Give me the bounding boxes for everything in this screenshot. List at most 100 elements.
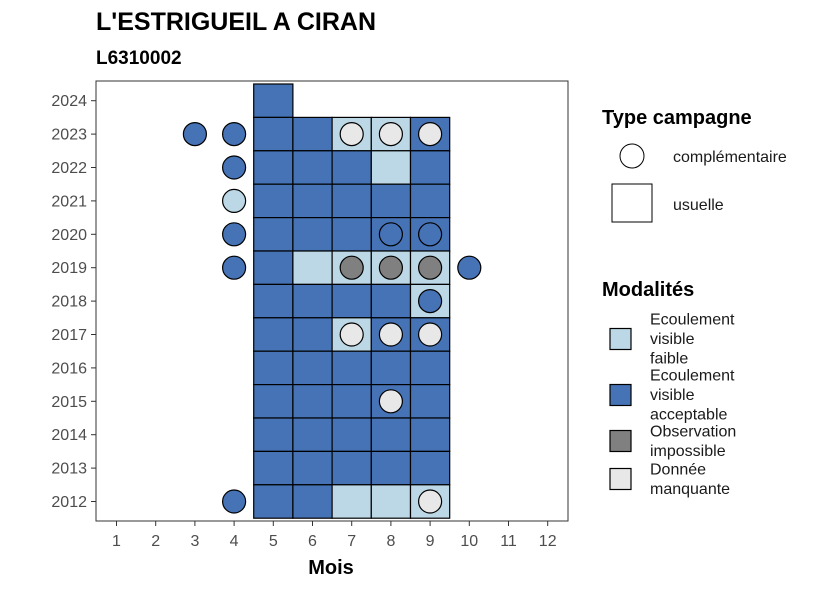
tile-2020-7 (331, 217, 372, 252)
tile-2024-5 (253, 83, 294, 119)
y-tick-label: 2012 (51, 494, 87, 511)
legend-key-square-icon (611, 183, 653, 223)
point-2017-9 (418, 322, 443, 347)
tile-2022-5 (253, 150, 294, 185)
point-2022-4 (222, 155, 247, 180)
point-2021-4 (222, 188, 247, 213)
chart-subtitle: L6310002 (96, 48, 182, 69)
tile-2014-8 (370, 417, 412, 453)
x-tick-label: 2 (151, 533, 160, 550)
legend-key-impossible (609, 429, 632, 453)
tile-2023-5 (253, 116, 294, 152)
legend-key-circle-icon (619, 143, 645, 169)
x-tick-label: 8 (386, 533, 395, 550)
point-2015-8 (378, 389, 403, 414)
tile-2014-6 (292, 417, 333, 453)
tile-2014-9 (409, 417, 451, 453)
y-tick-label: 2015 (51, 394, 87, 411)
legend-label-acceptable: Ecoulement visible acceptable (650, 368, 735, 424)
x-axis-title: Mois (308, 557, 354, 579)
tile-2015-9 (409, 384, 451, 419)
tile-2018-7 (331, 283, 372, 319)
point-2023-9 (418, 122, 443, 147)
point-2019-10 (457, 255, 482, 280)
legend-label-complementaire: complémentaire (673, 149, 787, 166)
legend-label-impossible: Observation impossible (650, 423, 736, 460)
x-tick-label: 3 (190, 533, 199, 550)
x-tick-label: 12 (539, 533, 557, 550)
legend-title-modalites: Modalités (602, 279, 694, 301)
point-2020-9 (418, 222, 443, 247)
tile-2013-5 (253, 450, 294, 486)
y-tick-label: 2022 (51, 160, 87, 177)
tile-2016-5 (253, 350, 294, 386)
tile-2013-9 (409, 450, 451, 486)
tile-2012-6 (292, 484, 333, 519)
tile-2021-5 (253, 183, 294, 219)
legend-key-faible (609, 327, 632, 351)
x-tick-label: 1 (112, 533, 121, 550)
point-layer (182, 122, 482, 514)
point-2012-4 (222, 489, 247, 514)
y-tick-label: 2017 (51, 327, 87, 344)
tile-2021-6 (292, 183, 333, 219)
tile-2022-6 (292, 150, 333, 185)
point-2023-4 (222, 122, 247, 147)
tile-2015-6 (292, 384, 333, 419)
point-2017-7 (339, 322, 364, 347)
tile-2020-6 (292, 217, 333, 252)
tile-2021-9 (409, 183, 451, 219)
legend-label-manquante: Donnée manquante (650, 461, 730, 498)
tile-2015-5 (253, 384, 294, 419)
tile-2019-6 (292, 250, 333, 286)
legend-type-campagne: Type campagne complémentaire usuelle (602, 107, 787, 223)
legend-modalites: Modalités Ecoulement visible faibleEcoulem… (602, 279, 736, 498)
tile-2018-6 (292, 283, 333, 319)
y-tick-label: 2014 (51, 427, 87, 444)
point-2020-8 (378, 222, 403, 247)
point-2018-9 (418, 289, 443, 314)
point-2012-9 (418, 489, 443, 514)
point-2019-8 (378, 255, 403, 280)
x-tick-label: 9 (426, 533, 435, 550)
legend-key-acceptable (609, 383, 632, 407)
y-tick-label: 2023 (51, 127, 87, 144)
tile-2023-6 (292, 116, 333, 152)
point-2019-7 (339, 255, 364, 280)
point-2017-8 (378, 322, 403, 347)
tile-2013-6 (292, 450, 333, 486)
tile-2017-6 (292, 317, 333, 352)
x-tick-label: 5 (269, 533, 278, 550)
tile-2016-7 (331, 350, 372, 386)
legend-title-type: Type campagne (602, 107, 752, 129)
tile-layer (253, 83, 451, 519)
legend-label-usuelle: usuelle (673, 197, 724, 214)
y-tick-label: 2024 (51, 93, 87, 110)
y-tick-label: 2018 (51, 294, 87, 311)
y-tick-label: 2021 (51, 193, 87, 210)
tile-2012-5 (253, 484, 294, 519)
tile-2018-8 (370, 283, 412, 319)
tile-2016-9 (409, 350, 451, 386)
point-2020-4 (222, 222, 247, 247)
tile-2018-5 (253, 283, 294, 319)
legend-key-manquante (609, 467, 632, 491)
point-2023-7 (339, 122, 364, 147)
x-axis: 1 2 3 4 5 6 7 8 9 10 11 12 (112, 521, 557, 550)
y-tick-label: 2019 (51, 260, 87, 277)
point-2019-9 (418, 255, 443, 280)
point-2023-3 (182, 122, 207, 147)
legend-label-faible: Ecoulement visible faible (650, 312, 735, 368)
tile-2022-7 (331, 150, 372, 185)
tile-2017-5 (253, 317, 294, 352)
tile-2016-6 (292, 350, 333, 386)
y-tick-label: 2016 (51, 360, 87, 377)
x-tick-label: 4 (230, 533, 239, 550)
tile-2019-5 (253, 250, 294, 286)
y-tick-label: 2013 (51, 461, 87, 478)
x-tick-label: 11 (500, 533, 517, 550)
tile-2012-7 (331, 484, 372, 519)
point-2019-4 (222, 255, 247, 280)
